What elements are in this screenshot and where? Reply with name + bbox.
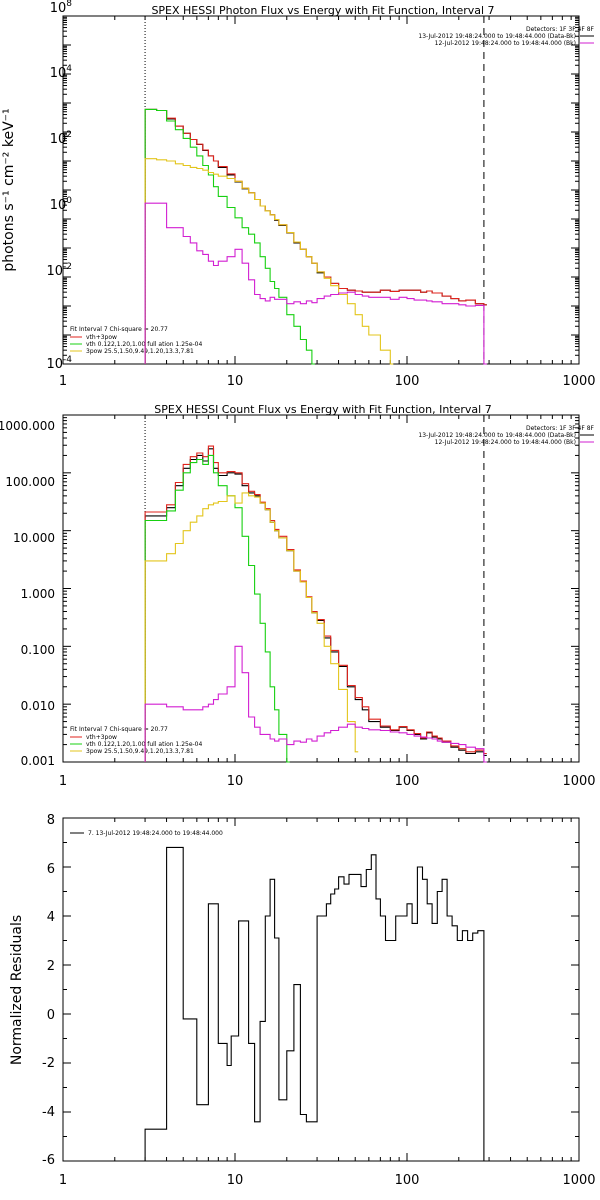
ytick-0.001: 0.001 [21, 754, 55, 768]
legend-vth3pow: vth+3pow [86, 334, 117, 341]
photon-flux-title: SPEX HESSI Photon Flux vs Energy with Fi… [151, 4, 494, 17]
legend-3pow: 3pow 25.5,1.50,9.49,1.20,13.3,7.81 [86, 348, 194, 355]
ytick-1e4: 104 [50, 64, 73, 81]
count-flux-series-3 [144, 492, 359, 762]
xtick-100: 100 [395, 1173, 420, 1188]
count-flux-title: SPEX HESSI Count Flux vs Energy with Fit… [154, 403, 491, 416]
xtick-1: 1 [59, 374, 67, 389]
legend-data-bk: 13-Jul-2012 19:48:24.000 to 19:48:44.000… [418, 33, 576, 40]
residuals-panel: 8 6 4 2 0 -2 -4 -6 Normalized Residuals … [9, 813, 596, 1188]
photon-flux-ylabel: photons s⁻¹ cm⁻² keV⁻¹ [1, 108, 17, 271]
residuals-series [144, 846, 487, 1162]
xtick-100: 100 [395, 774, 420, 789]
ytick-1e8: 108 [50, 0, 73, 16]
ytick-1.000: 1.000 [21, 587, 55, 601]
count-flux-frame [62, 414, 580, 763]
xtick-10: 10 [227, 774, 244, 789]
count-flux-panel: SPEX HESSI Count Flux vs Energy with Fit… [0, 403, 596, 789]
photon-flux-frame [62, 15, 580, 365]
ytick-m2: -2 [42, 1056, 55, 1071]
legend-data-bk: 13-Jul-2012 19:48:24.000 to 19:48:44.000… [418, 432, 576, 439]
ytick-1000.000: 1000.000 [0, 419, 55, 433]
xtick-1: 1 [59, 1173, 67, 1188]
residuals-ylabel: Normalized Residuals [9, 915, 25, 1065]
legend-fit-interval: Fit Interval 7 Chi-square = 20.77 [70, 326, 168, 333]
residuals-series-0 [144, 846, 487, 1162]
xtick-1: 1 [59, 774, 67, 789]
xtick-1000: 1000 [562, 1173, 595, 1188]
count-flux-yticks: 0.001 0.010 0.100 1.000 10.000 100.000 1… [0, 419, 55, 768]
photon-flux-series-3 [144, 158, 394, 365]
ytick-8: 8 [47, 813, 55, 828]
photon-flux-yticks: 10-4 10-2 100 102 104 108 [46, 0, 72, 372]
xtick-1000: 1000 [562, 774, 595, 789]
ytick-4: 4 [47, 910, 55, 925]
ytick-10.000: 10.000 [13, 531, 55, 545]
ytick-6: 6 [47, 862, 55, 877]
legend-bk: 12-Jul-2012 19:48:24.000 to 19:48:44.000… [435, 439, 576, 446]
ytick-100.000: 100.000 [5, 475, 55, 489]
legend-3pow: 3pow 25.5,1.50,9.49,1.20,13.3,7.81 [86, 748, 194, 755]
photon-flux-panel: SPEX HESSI Photon Flux vs Energy with Fi… [1, 0, 596, 389]
xtick-100: 100 [395, 374, 420, 389]
photon-flux-series [144, 108, 487, 365]
count-flux-series-1 [144, 445, 487, 762]
count-flux-series-0 [144, 448, 487, 762]
photon-flux-xticks: 1 10 100 1000 [59, 374, 596, 389]
photon-flux-series-2 [144, 108, 315, 365]
ytick-0: 0 [47, 1008, 55, 1023]
count-flux-series-2 [144, 454, 290, 763]
ytick-m6: -6 [42, 1153, 55, 1168]
count-flux-legend-tr: Detectors: 1F 3F 4F 8F 13-Jul-2012 19:48… [418, 425, 594, 446]
ytick-1e2: 102 [50, 130, 72, 147]
photon-flux-legend-tr: Detectors: 1F 3F 4F 8F 13-Jul-2012 19:48… [418, 26, 594, 47]
legend-vth: vth 0.122,1.20,1.00 full ation 1.25e-04 [86, 341, 202, 348]
photon-flux-series-4 [144, 202, 487, 365]
xtick-1000: 1000 [562, 374, 595, 389]
count-flux-axis-ticks [62, 415, 579, 763]
photon-flux-legend-bl: Fit Interval 7 Chi-square = 20.77 vth+3p… [70, 326, 202, 355]
count-flux-xticks: 1 10 100 1000 [59, 774, 596, 789]
count-flux-legend-bl: Fit Interval 7 Chi-square = 20.77 vth+3p… [70, 726, 202, 755]
count-flux-series-4 [144, 645, 487, 763]
residuals-axis-ticks [62, 817, 579, 1162]
ytick-1e0: 100 [50, 196, 73, 213]
residuals-xticks: 1 10 100 1000 [59, 1173, 596, 1188]
count-flux-series [144, 445, 487, 763]
xtick-10: 10 [227, 374, 244, 389]
residuals-frame [62, 817, 580, 1162]
legend-vth: vth 0.122,1.20,1.00 full ation 1.25e-04 [86, 741, 202, 748]
photon-flux-axis-ticks [62, 16, 579, 365]
legend-detectors: Detectors: 1F 3F 4F 8F [526, 26, 595, 33]
xtick-10: 10 [227, 1173, 244, 1188]
legend-detectors: Detectors: 1F 3F 4F 8F [526, 425, 595, 432]
ytick-1e-2: 10-2 [46, 262, 72, 279]
ytick-m4: -4 [42, 1105, 55, 1120]
legend-fit-interval: Fit Interval 7 Chi-square = 20.77 [70, 726, 168, 733]
residuals-legend: 7. 13-Jul-2012 19:48:24.000 to 19:48:44.… [88, 830, 223, 837]
residuals-yticks: 8 6 4 2 0 -2 -4 -6 [42, 813, 55, 1168]
legend-bk: 12-Jul-2012 19:48:24.000 to 19:48:44.000… [435, 40, 576, 47]
legend-vth3pow: vth+3pow [86, 734, 117, 741]
ytick-0.100: 0.100 [21, 643, 55, 657]
ytick-2: 2 [47, 959, 55, 974]
ytick-0.010: 0.010 [21, 699, 55, 713]
